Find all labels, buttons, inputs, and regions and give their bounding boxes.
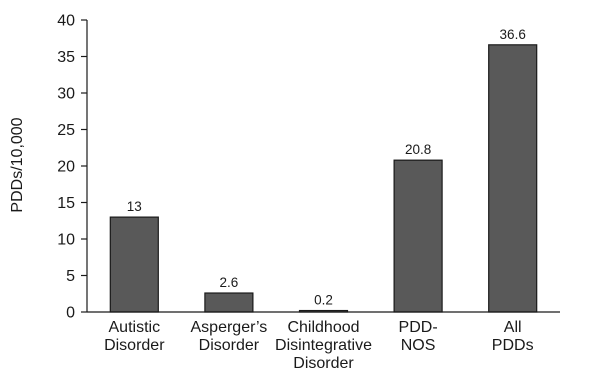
x-category-label-line: Asperger’s [191,319,268,336]
x-category-label-line: Childhood [287,319,359,336]
x-category-label-line: All [504,319,522,336]
data-label: 13 [127,199,142,214]
y-tick-label: 35 [57,49,75,66]
y-tick-label: 10 [57,232,75,249]
x-category-label: All PDDs [492,319,534,354]
bar [109,216,159,313]
y-tick-label: 5 [66,268,75,285]
y-axis-title-group: PDDs/10,000 [9,117,26,212]
bar [204,292,254,313]
data-label: 2.6 [220,275,239,290]
y-tick-label: 15 [57,195,75,212]
x-category-label: PDD-NOS [399,319,438,354]
y-axis-ticks: 0 5 10 15 20 25 30 35 40 [57,13,87,322]
x-category-label-line: Disorder [199,337,260,354]
x-category-label-line: Disintegrative [275,337,372,354]
y-tick-label: 40 [57,13,75,30]
bars [109,44,538,313]
x-category-label-line: Disorder [293,355,354,372]
x-category-label-line: Autistic [109,319,161,336]
x-category-label-line: NOS [401,337,436,354]
bar [488,44,538,313]
x-category-label: Asperger’s Disorder [191,319,268,354]
x-category-label-line: PDDs [492,337,534,354]
y-tick-label: 30 [57,86,75,103]
y-tick-label: 0 [66,305,75,322]
bar [393,159,443,313]
x-category-label: Autistic Disorder [104,319,165,354]
x-category-label-line: PDD- [399,319,438,336]
y-tick-label: 25 [57,122,75,139]
data-label: 0.2 [314,293,333,308]
x-category-label: Childhood Disintegrative Disorder [275,319,372,372]
data-labels: 13 2.6 0.2 20.8 36.6 [127,27,526,308]
data-label: 36.6 [500,27,526,42]
data-label: 20.8 [405,142,431,157]
y-axis-title: PDDs/10,000 [9,117,26,212]
x-category-label-line: Disorder [104,337,165,354]
y-tick-label: 20 [57,159,75,176]
